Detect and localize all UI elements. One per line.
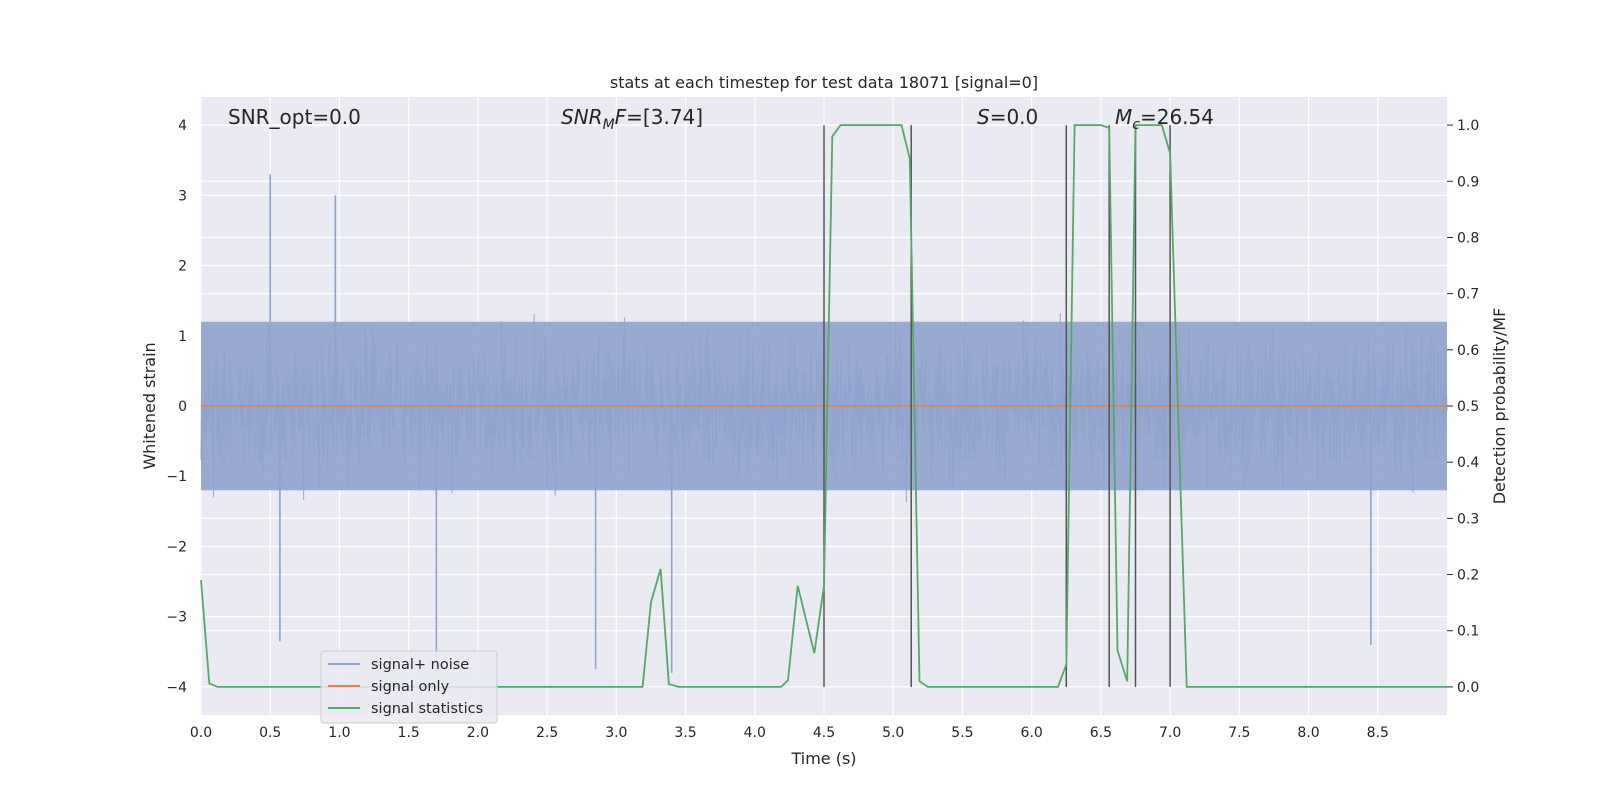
x-tick-label: 3.5 xyxy=(674,725,696,741)
x-tick-label: 7.0 xyxy=(1159,725,1181,741)
x-tick-label: 1.5 xyxy=(398,725,420,741)
x-tick-label: 2.0 xyxy=(467,725,489,741)
x-tick-label: 6.5 xyxy=(1090,725,1112,741)
y-tick-label: 1 xyxy=(178,329,187,345)
y2-tick-label: 0.3 xyxy=(1457,511,1479,527)
annotation-mc: Mc=26.54 xyxy=(1115,105,1214,133)
x-tick-label: 2.5 xyxy=(536,725,558,741)
y-tick-label: 2 xyxy=(178,259,187,275)
x-tick-label: 0.0 xyxy=(190,725,212,741)
legend-label-signal-noise: signal+ noise xyxy=(371,657,469,673)
annotation-snr-opt: SNR_opt=0.0 xyxy=(228,105,361,129)
y2-tick-label: 0.9 xyxy=(1457,174,1479,190)
x-tick-label: 4.5 xyxy=(813,725,835,741)
y2-tick-label: 0.5 xyxy=(1457,399,1479,415)
x-tick-label: 4.0 xyxy=(744,725,766,741)
y2-tick-label: 0.2 xyxy=(1457,568,1479,584)
x-tick-label: 5.0 xyxy=(882,725,904,741)
y-axis-label: Whitened strain xyxy=(140,342,159,469)
legend-box xyxy=(320,650,498,724)
y-axis-ticks: −4 −3 −2 −1 0 1 2 3 4 xyxy=(166,118,187,696)
chart-title: stats at each timestep for test data 180… xyxy=(610,73,1038,92)
y2-tick-label: 0.0 xyxy=(1457,680,1479,696)
x-axis-label: Time (s) xyxy=(790,749,856,768)
series-signal-statistics xyxy=(200,124,1447,688)
legend: signal+ noise signal only signal statist… xyxy=(320,650,498,724)
y-tick-label: 0 xyxy=(178,399,187,415)
signal-statistics-line xyxy=(200,124,1447,688)
y2-axis-label: Detection probability/MF xyxy=(1490,308,1509,505)
y-tick-label: −3 xyxy=(166,610,187,626)
x-tick-label: 5.5 xyxy=(951,725,973,741)
x-tick-label: 8.0 xyxy=(1297,725,1319,741)
x-tick-label: 7.5 xyxy=(1228,725,1250,741)
x-tick-label: 3.0 xyxy=(605,725,627,741)
annotations: SNR_opt=0.0 SNRMF=[3.74] S=0.0 Mc=26.54 xyxy=(228,105,1214,133)
y2-tick-label: 0.8 xyxy=(1457,230,1479,246)
x-tick-label: 1.0 xyxy=(328,725,350,741)
x-axis-ticks: 0.0 0.5 1.0 1.5 2.0 2.5 3.0 3.5 4.0 4.5 5.0 5.5 6.0 6… xyxy=(190,725,1389,741)
y2-tick-label: 0.6 xyxy=(1457,343,1479,359)
y2-tick-label: 0.7 xyxy=(1457,287,1479,303)
y2-tick-label: 1.0 xyxy=(1457,118,1479,134)
y-tick-label: −1 xyxy=(166,469,187,485)
x-tick-label: 0.5 xyxy=(259,725,281,741)
legend-label-signal-only: signal only xyxy=(371,679,450,695)
x-tick-label: 8.5 xyxy=(1367,725,1389,741)
y-tick-label: −4 xyxy=(166,680,187,696)
y2-axis-ticks: 0.0 0.1 0.2 0.3 0.4 0.5 0.6 0.7 0.8 0.9 1.0 xyxy=(1447,118,1479,696)
y2-tick-label: 0.4 xyxy=(1457,455,1479,471)
x-tick-label: 6.0 xyxy=(1021,725,1043,741)
y-tick-label: 4 xyxy=(178,118,187,134)
annotation-s: S=0.0 xyxy=(977,105,1038,129)
legend-label-signal-statistics: signal statistics xyxy=(371,701,483,717)
y-tick-label: 3 xyxy=(178,188,187,204)
annotation-snr-mf: SNRMF=[3.74] xyxy=(561,105,703,133)
y-tick-label: −2 xyxy=(166,539,187,555)
y2-tick-label: 0.1 xyxy=(1457,624,1479,640)
